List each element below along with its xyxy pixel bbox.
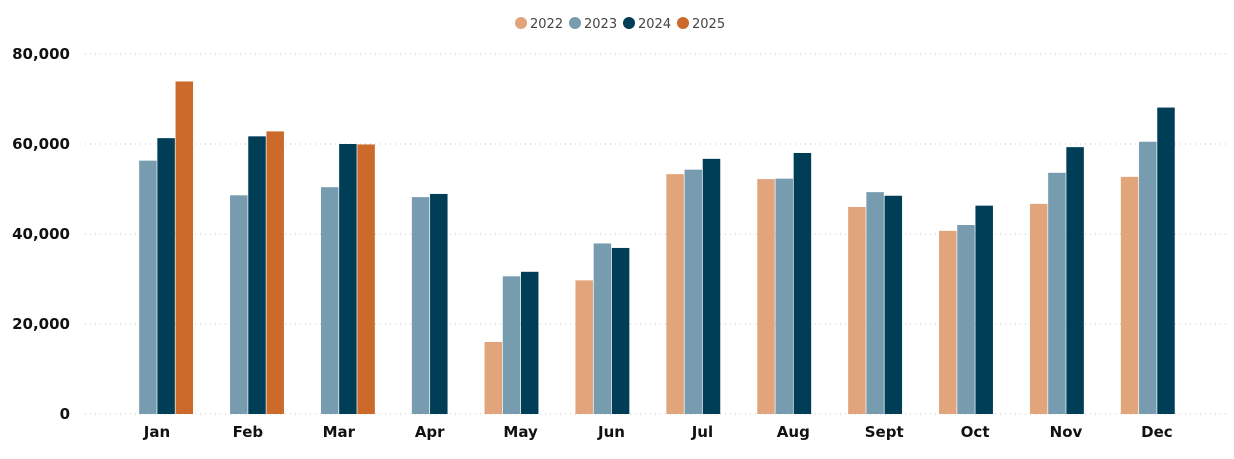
legend-label: 2024 bbox=[638, 17, 671, 32]
legend-swatch bbox=[677, 17, 689, 29]
x-tick-label-jan: Jan bbox=[143, 423, 170, 441]
legend-label: 2023 bbox=[584, 17, 617, 32]
bar-jun-2022[interactable] bbox=[575, 280, 593, 414]
y-tick-label: 40,000 bbox=[12, 225, 70, 243]
y-axis-ticks: 0 20,000 40,000 60,000 80,000 bbox=[12, 45, 70, 423]
bar-oct-2022[interactable] bbox=[939, 230, 957, 414]
bar-feb-2023[interactable] bbox=[230, 195, 248, 414]
bar-aug-2024[interactable] bbox=[793, 153, 812, 414]
bar-jan-2023[interactable] bbox=[139, 160, 157, 414]
y-tick-label: 0 bbox=[60, 405, 70, 423]
x-tick-label-feb: Feb bbox=[233, 423, 264, 441]
bar-nov-2023[interactable] bbox=[1048, 172, 1066, 414]
bar-jul-2022[interactable] bbox=[666, 174, 684, 414]
legend-swatch bbox=[569, 17, 581, 29]
bar-apr-2023[interactable] bbox=[411, 197, 430, 414]
bar-jun-2023[interactable] bbox=[593, 243, 612, 414]
bar-jul-2024[interactable] bbox=[702, 158, 721, 414]
x-tick-label-aug: Aug bbox=[777, 423, 810, 441]
bar-nov-2024[interactable] bbox=[1066, 147, 1084, 414]
legend: 2022 2023 2024 2025 bbox=[515, 17, 725, 32]
bar-mar-2023[interactable] bbox=[320, 187, 339, 414]
x-tick-label-mar: Mar bbox=[323, 423, 356, 441]
bar-may-2022[interactable] bbox=[484, 342, 503, 414]
legend-item-2024[interactable]: 2024 bbox=[623, 17, 671, 32]
bar-jan-2025[interactable] bbox=[175, 81, 194, 414]
x-tick-label-jun: Jun bbox=[597, 423, 625, 441]
bar-sept-2022[interactable] bbox=[848, 207, 866, 414]
bar-sept-2024[interactable] bbox=[884, 195, 903, 414]
x-tick-label-may: May bbox=[503, 423, 538, 441]
x-tick-label-dec: Dec bbox=[1141, 423, 1173, 441]
bar-dec-2022[interactable] bbox=[1120, 176, 1139, 414]
bar-may-2023[interactable] bbox=[502, 276, 521, 414]
legend-swatch bbox=[515, 17, 527, 29]
legend-swatch bbox=[623, 17, 635, 29]
y-tick-label: 60,000 bbox=[12, 135, 70, 153]
legend-label: 2025 bbox=[692, 17, 725, 32]
bar-oct-2024[interactable] bbox=[975, 205, 993, 414]
bar-feb-2024[interactable] bbox=[248, 136, 266, 414]
x-tick-label-sept: Sept bbox=[865, 423, 904, 441]
bar-jul-2023[interactable] bbox=[684, 169, 703, 414]
legend-label: 2022 bbox=[530, 17, 563, 32]
bar-jun-2024[interactable] bbox=[611, 247, 630, 414]
bar-dec-2023[interactable] bbox=[1139, 141, 1157, 414]
x-tick-label-jul: Jul bbox=[691, 423, 713, 441]
bar-feb-2025[interactable] bbox=[266, 131, 284, 414]
bar-jan-2024[interactable] bbox=[157, 138, 175, 414]
bar-aug-2022[interactable] bbox=[757, 179, 775, 414]
bar-mar-2024[interactable] bbox=[339, 144, 357, 414]
bar-sept-2023[interactable] bbox=[866, 192, 884, 414]
bars bbox=[139, 81, 1175, 415]
x-tick-label-oct: Oct bbox=[961, 423, 990, 441]
bar-mar-2025[interactable] bbox=[357, 144, 375, 414]
bar-nov-2022[interactable] bbox=[1029, 203, 1048, 414]
y-tick-label: 20,000 bbox=[12, 315, 70, 333]
bar-may-2024[interactable] bbox=[520, 271, 539, 414]
x-tick-label-apr: Apr bbox=[415, 423, 445, 441]
x-axis-ticks: Jan Feb Mar Apr May Jun Jul Aug Sept Oct Nov Dec bbox=[143, 423, 1173, 441]
bar-aug-2023[interactable] bbox=[775, 178, 793, 414]
bar-dec-2024[interactable] bbox=[1157, 107, 1175, 415]
legend-item-2023[interactable]: 2023 bbox=[569, 17, 617, 32]
legend-item-2022[interactable]: 2022 bbox=[515, 17, 563, 32]
y-tick-label: 80,000 bbox=[12, 45, 70, 63]
legend-item-2025[interactable]: 2025 bbox=[677, 17, 725, 32]
bar-oct-2023[interactable] bbox=[957, 225, 975, 414]
bar-apr-2024[interactable] bbox=[430, 193, 448, 414]
x-tick-label-nov: Nov bbox=[1050, 423, 1083, 441]
